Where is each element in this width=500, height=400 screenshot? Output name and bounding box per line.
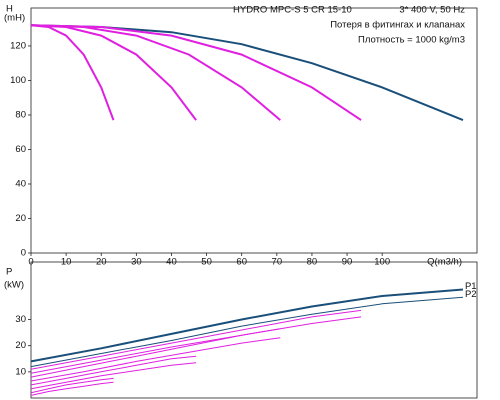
chart-title: HYDRO MPC-S 5 CR 15-10 <box>233 5 352 16</box>
series-line <box>30 296 464 368</box>
y-tick-label: 10 <box>15 366 26 377</box>
series-line <box>30 309 362 370</box>
y-tick-label: 0 <box>21 248 26 259</box>
series-line <box>30 288 464 363</box>
y-tick-label: 80 <box>15 109 26 120</box>
series-line <box>30 24 115 121</box>
y-axis-unit: (mH) <box>4 13 25 24</box>
series-line <box>30 24 197 121</box>
y-axis-label: H <box>6 4 13 15</box>
annotation: Плотность = 1000 kg/m3 <box>358 35 465 46</box>
annotation: Потеря в фитингах и клапанах <box>330 20 465 31</box>
y-tick-label: 20 <box>15 340 26 351</box>
series-line <box>30 337 281 382</box>
y-tick-label: 60 <box>15 144 26 155</box>
chart-subtitle: 3* 400 V, 50 Hz <box>399 5 465 16</box>
y-tick-label: 120 <box>10 40 26 51</box>
legend-label: P1 <box>465 281 477 292</box>
series-line <box>30 355 197 386</box>
y-axis-label: P <box>6 267 12 278</box>
series-line <box>30 362 197 390</box>
series-line <box>30 377 114 394</box>
series-line <box>30 328 281 378</box>
y-tick-label: 30 <box>15 314 26 325</box>
series-line <box>30 381 114 396</box>
series-line <box>30 316 362 374</box>
y-axis-unit: (kW) <box>4 280 24 291</box>
y-tick-label: 40 <box>15 179 26 190</box>
series-line <box>30 24 362 121</box>
legend-label: P2 <box>465 289 477 300</box>
y-tick-label: 100 <box>10 75 26 86</box>
plot-frame <box>30 261 478 399</box>
plot-frame <box>30 7 478 254</box>
y-tick-label: 20 <box>15 213 26 224</box>
